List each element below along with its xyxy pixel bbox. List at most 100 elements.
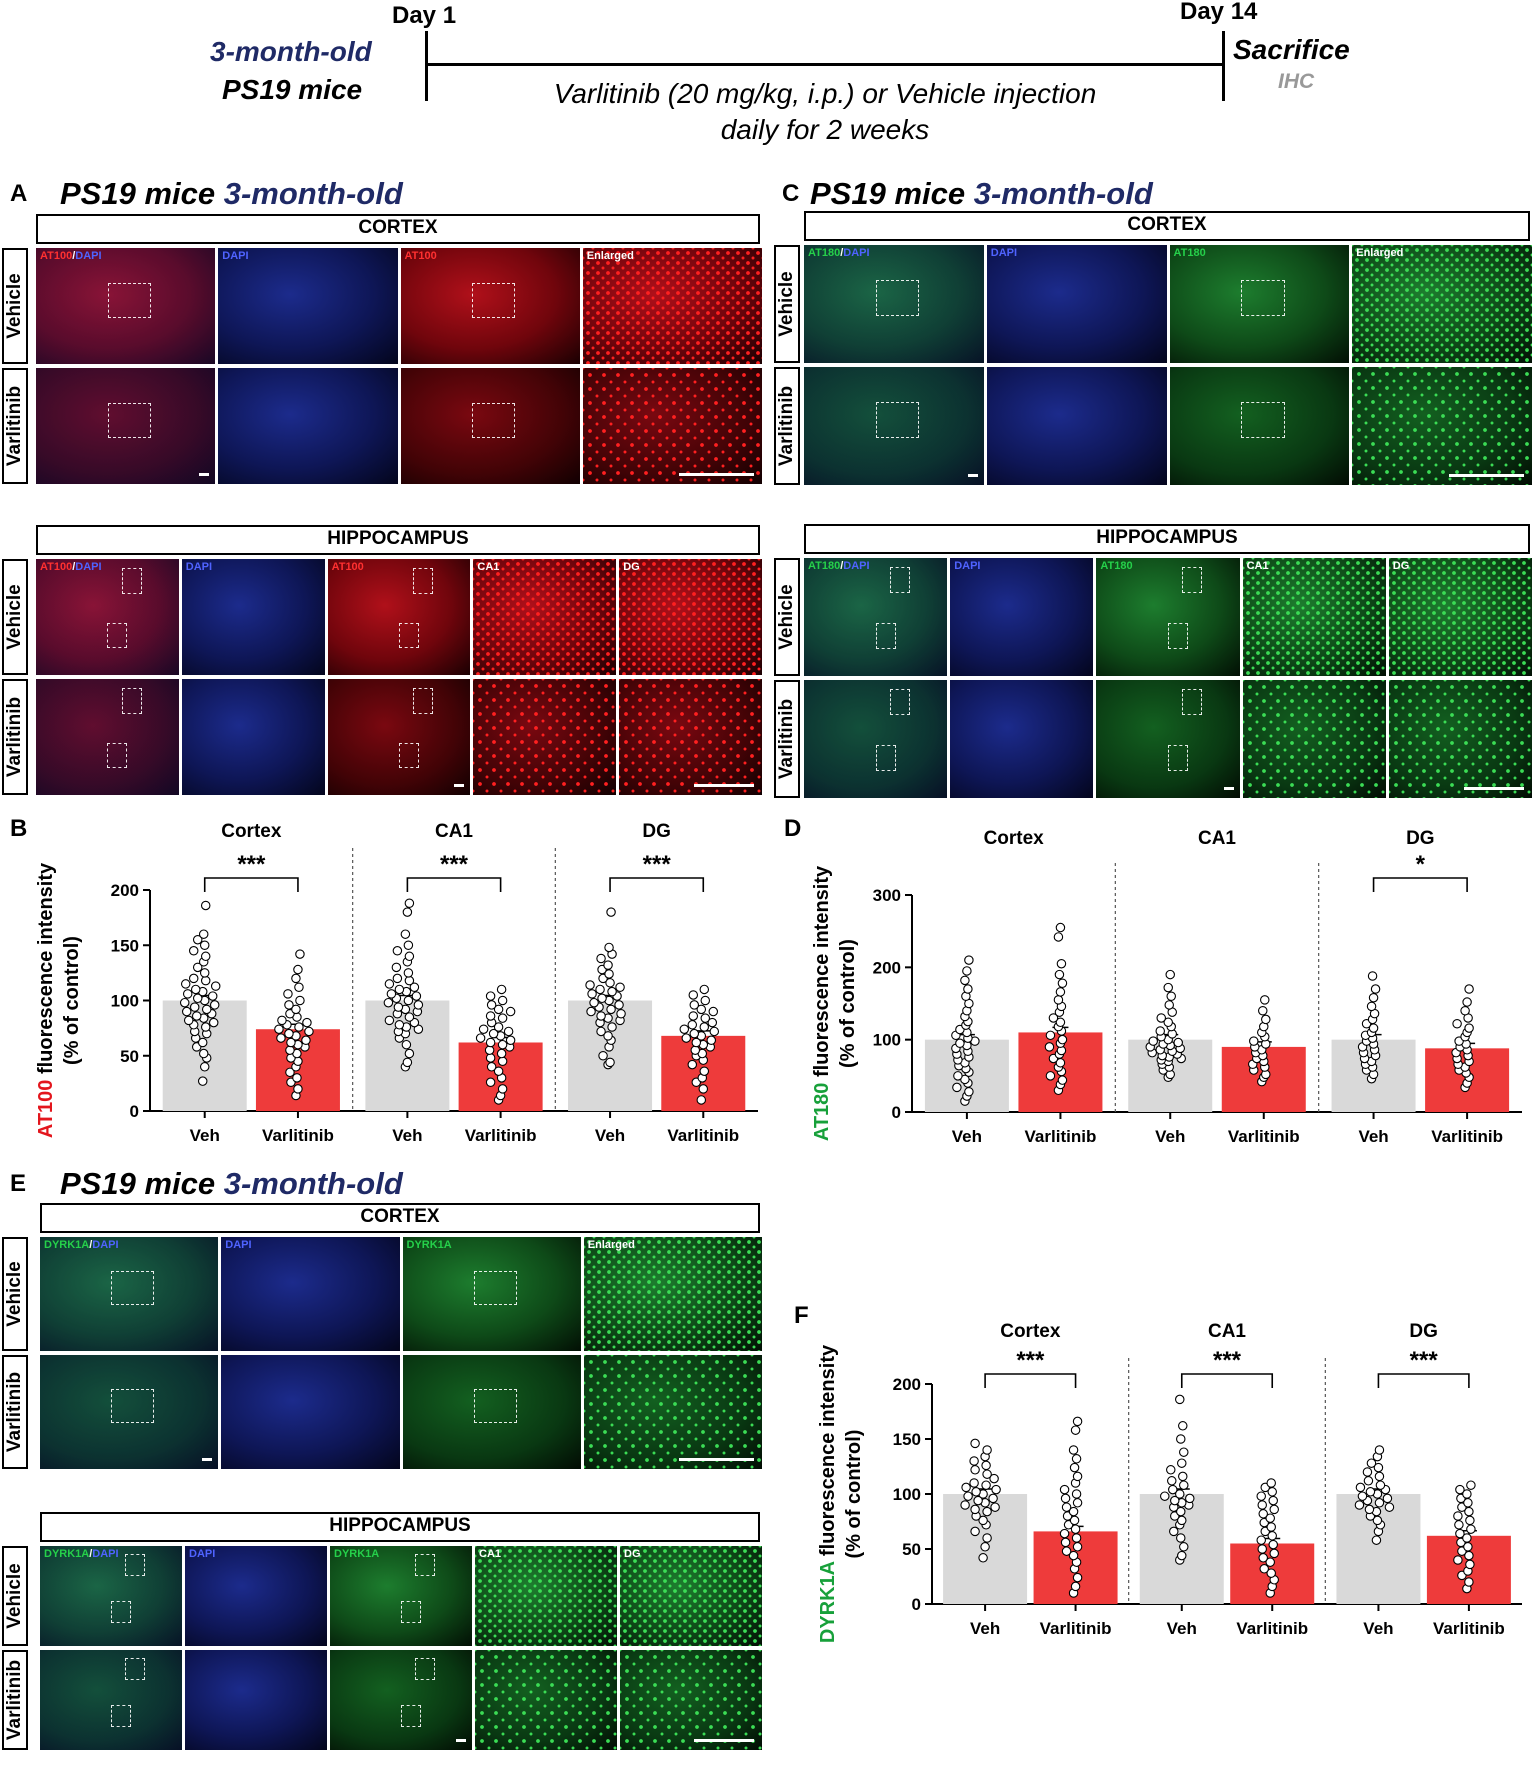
data-point (197, 1037, 208, 1048)
data-point (1056, 958, 1067, 969)
data-point (1374, 1471, 1385, 1482)
data-point (969, 1456, 979, 1466)
micrograph-dapi-vehicle: DAPI (221, 1237, 400, 1351)
scale-bar (679, 1458, 754, 1461)
data-point (962, 966, 972, 976)
data-point (1163, 1017, 1173, 1028)
data-point (1045, 1071, 1056, 1081)
y-axis-label-line2: (% of control) (61, 936, 83, 1065)
data-point (276, 1033, 286, 1043)
micrograph-label: DG (623, 561, 640, 573)
x-tick-label: Varlitinib (1431, 1127, 1503, 1146)
data-point (687, 1059, 698, 1070)
row-label-text: Vehicle (4, 273, 25, 339)
micrograph-dg-varlitinib (1388, 680, 1532, 798)
micrograph-label: CA1 (477, 561, 500, 573)
title-age: 3-month-old (973, 176, 1153, 211)
data-point (1173, 1037, 1183, 1048)
data-point (595, 984, 605, 995)
data-point (1465, 1559, 1475, 1570)
x-tick-label: Varlitinib (667, 1126, 739, 1145)
data-point (687, 1020, 698, 1030)
data-point (1466, 1524, 1476, 1534)
cortex-header: CORTEX (804, 211, 1530, 241)
data-point (182, 989, 193, 999)
micrograph-label: DYRK1A/DAPI (44, 1239, 119, 1251)
row-label-text: Varlitinib (4, 385, 25, 467)
micrograph-marker-vehicle: DYRK1A (330, 1546, 472, 1646)
data-point (597, 993, 607, 1004)
data-point (401, 1039, 412, 1050)
row-label-varlitinib: Varlitinib (2, 368, 28, 484)
data-point (496, 984, 507, 995)
micrograph-label: AT100 (404, 250, 437, 262)
data-point (989, 1473, 999, 1484)
data-point (960, 975, 970, 986)
data-point (1166, 1465, 1176, 1475)
data-point (1072, 1471, 1083, 1482)
treatment-line2: daily for 2 weeks (720, 114, 930, 145)
data-point (403, 995, 414, 1006)
row-label-text: Varlitinib (4, 696, 25, 778)
data-point (1170, 1495, 1180, 1506)
data-point (1257, 1544, 1267, 1554)
data-point (1357, 1491, 1368, 1501)
data-point (691, 1037, 702, 1048)
micrograph-label: DAPI (954, 560, 981, 572)
row-label-vehicle: Vehicle (2, 1546, 28, 1646)
data-point (493, 1004, 504, 1015)
scale-bar (1223, 787, 1234, 790)
data-point (1366, 1001, 1377, 1012)
data-point (404, 898, 415, 909)
data-point (197, 1076, 208, 1086)
scale-bar (1463, 787, 1524, 790)
micrograph-label: AT180 (1173, 247, 1206, 259)
data-point (400, 929, 411, 939)
y-tick-label: 0 (130, 1102, 139, 1121)
roi-box (111, 1271, 155, 1306)
roi-box (473, 1389, 517, 1424)
data-point (493, 1022, 504, 1032)
data-point (302, 1017, 312, 1028)
data-point (1455, 1484, 1465, 1495)
hippocampus-header: HIPPOCAMPUS (804, 524, 1530, 554)
data-point (475, 1033, 486, 1043)
roi-box-ca1 (125, 1554, 146, 1576)
y-axis-label: DYRK1A fluorescence intensity (817, 1344, 839, 1643)
data-point (604, 942, 614, 953)
data-point (384, 1015, 395, 1026)
data-point (708, 1006, 719, 1017)
data-point (1363, 1476, 1374, 1486)
micrograph-merge-vehicle: AT100/DAPI (36, 248, 216, 364)
data-point (1155, 1026, 1165, 1036)
data-point (1368, 992, 1379, 1003)
data-point (192, 934, 203, 945)
roi-box-dg (875, 622, 896, 649)
data-point (1365, 1487, 1376, 1497)
data-point (1057, 1075, 1068, 1085)
micrograph-label: DAPI (189, 1548, 216, 1560)
roi-box-dg (1167, 622, 1189, 649)
data-point (696, 1004, 707, 1015)
data-point (1178, 1421, 1188, 1431)
data-point (969, 1478, 979, 1488)
data-point (952, 1082, 962, 1093)
micrograph-ca1-vehicle: CA1 (1242, 558, 1386, 676)
micrograph-dapi-vehicle: DAPI (986, 245, 1167, 363)
data-point (1071, 1489, 1082, 1499)
data-point (1452, 1019, 1462, 1029)
data-point (1258, 1005, 1268, 1016)
data-point (192, 962, 203, 973)
scale-bar (456, 1739, 466, 1742)
data-point (1464, 984, 1474, 994)
micrograph-marker-varlitinib (1096, 680, 1240, 798)
data-point (1462, 1533, 1472, 1543)
data-point (199, 968, 210, 978)
significance-bracket (406, 877, 502, 892)
row-label-text: Vehicle (776, 271, 797, 337)
data-point (1072, 1542, 1083, 1552)
micrograph-merge-vehicle: DYRK1A/DAPI (40, 1546, 182, 1646)
roi-box (875, 402, 920, 438)
micrograph-merge-vehicle: AT100/DAPI (36, 559, 179, 675)
micrograph-merge-vehicle: AT180/DAPI (804, 558, 948, 676)
